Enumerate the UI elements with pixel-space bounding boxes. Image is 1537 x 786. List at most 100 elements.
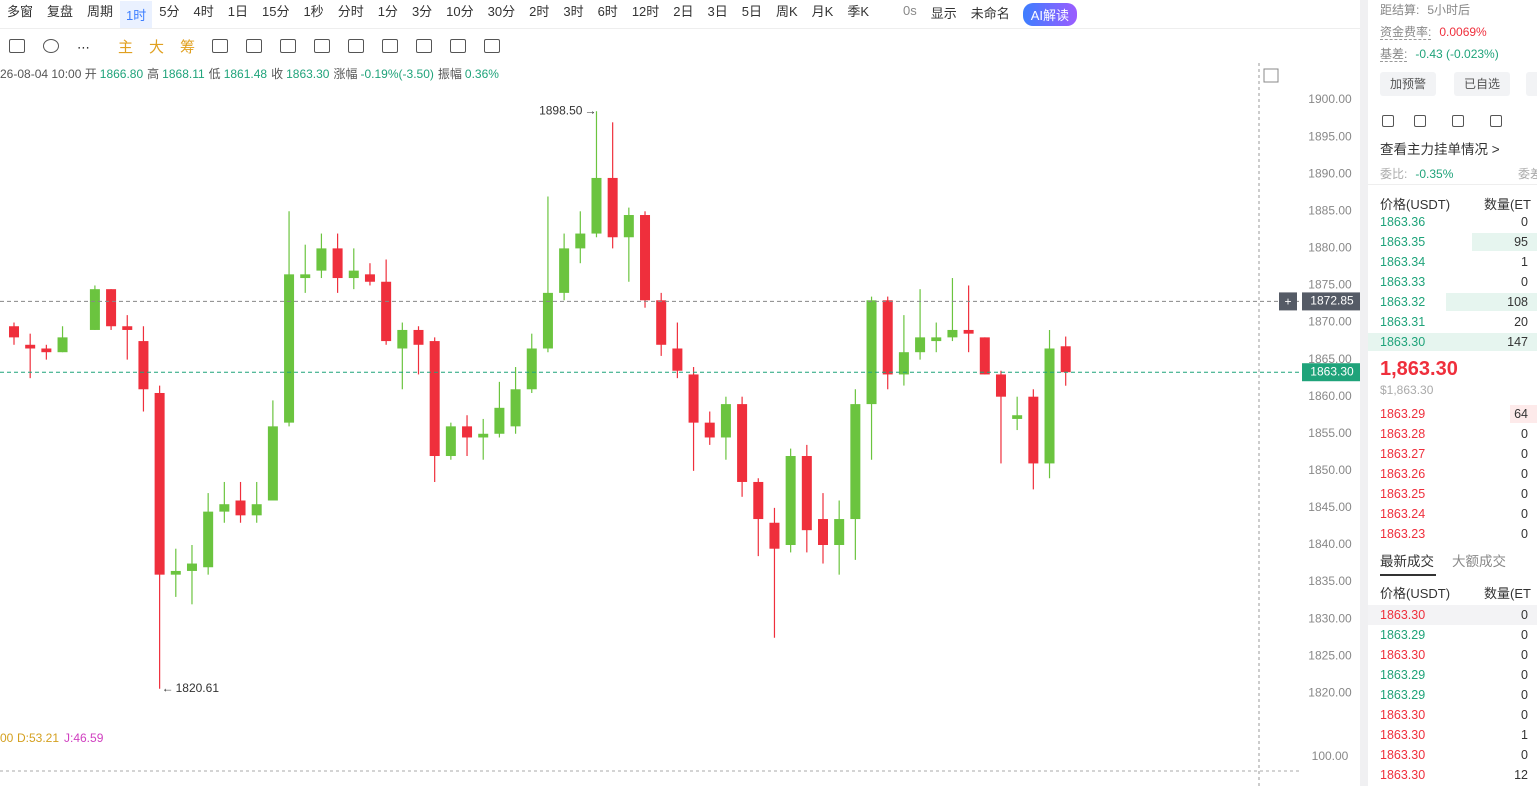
tab-underline	[1380, 574, 1436, 576]
ohlc-info: 26-08-04 10:00 开 1866.80 高 1868.11 低 1861.48 收…	[0, 65, 503, 82]
qty-cell: 0	[1521, 487, 1528, 501]
indicator-button[interactable]: 主	[118, 38, 134, 56]
period-button[interactable]: 5分	[159, 3, 180, 19]
candle-body	[316, 248, 327, 271]
tool-button[interactable]: 0s	[903, 2, 917, 18]
panel-button[interactable]: 已自选	[1454, 72, 1510, 96]
y-tick-label: 1900.00	[1308, 92, 1352, 106]
qty-cell: 0	[1521, 447, 1528, 461]
candle-body	[203, 511, 214, 568]
tool-button[interactable]: 未命名	[970, 5, 1010, 21]
period-button[interactable]: 月K	[811, 3, 834, 19]
splitter[interactable]	[1360, 0, 1368, 786]
kdj-label: J:46.59	[64, 731, 104, 745]
candle-body	[575, 233, 586, 249]
panel-button[interactable]: 加预警	[1380, 72, 1436, 96]
trade-price: 1863.30	[1380, 648, 1426, 662]
info-label: 振幅	[437, 67, 462, 81]
trade-qty: 0	[1521, 748, 1528, 762]
price-cell: 1863.32	[1380, 295, 1426, 309]
candle-body	[688, 374, 699, 423]
price-cell: 1863.23	[1380, 527, 1426, 541]
ratio-other: 委差	[1518, 167, 1537, 181]
y-tick-label: 1890.00	[1308, 166, 1352, 180]
period-button[interactable]: 2时	[529, 3, 550, 19]
panel-row: 基差: -0.43 (-0.023%)	[1380, 45, 1499, 62]
view-icon[interactable]	[1382, 115, 1394, 127]
period-button[interactable]: 1时	[120, 0, 153, 28]
candle-body	[1060, 346, 1071, 373]
price-cell: 1863.36	[1380, 215, 1426, 229]
add-button[interactable]	[1279, 292, 1297, 311]
field-value: 5小时后	[1427, 3, 1471, 17]
period-button[interactable]: 周期	[87, 3, 114, 19]
tool-button[interactable]: 显示	[930, 5, 957, 21]
tool-button[interactable]: AI解读	[1022, 2, 1078, 26]
period-button[interactable]: 周K	[775, 3, 798, 19]
price-cell: 1863.29	[1380, 407, 1426, 421]
period-button[interactable]: 2日	[673, 3, 694, 19]
depth-link[interactable]: 查看主力挂单情况 >	[1380, 142, 1500, 157]
candle-body	[591, 177, 602, 234]
candle-body	[300, 274, 311, 279]
period-button[interactable]: 15分	[261, 3, 290, 19]
candle-body	[413, 329, 424, 345]
depth-bar	[1446, 293, 1537, 311]
period-button[interactable]: 1秒	[303, 3, 324, 19]
depth-bar	[1510, 405, 1537, 423]
period-button[interactable]: 分时	[337, 3, 364, 19]
period-button[interactable]: 1分	[377, 3, 398, 19]
candle-body	[478, 433, 489, 438]
candle-body	[429, 341, 440, 457]
y-tick-label: 1885.00	[1308, 203, 1352, 217]
period-button[interactable]: 10分	[446, 3, 474, 19]
period-button[interactable]: 3分	[411, 3, 433, 19]
period-button[interactable]: 季K	[847, 3, 869, 19]
trade-qty: 1	[1521, 728, 1528, 742]
trade-price: 1863.29	[1380, 668, 1426, 682]
panel-button[interactable]	[1526, 72, 1537, 96]
candle-body	[801, 456, 812, 531]
high-arrow: →	[584, 103, 596, 117]
candle-body	[834, 519, 845, 545]
price-cell: 1863.33	[1380, 275, 1426, 289]
candle-body	[1012, 415, 1023, 419]
y-tick-label: 1835.00	[1308, 574, 1352, 588]
y-tick-label: 1850.00	[1308, 463, 1352, 477]
period-button[interactable]: 6时	[597, 3, 618, 19]
view-icon[interactable]	[1490, 115, 1502, 127]
candle-body	[785, 456, 796, 545]
period-button[interactable]: 复盘	[47, 3, 74, 19]
kdj-label: 00	[0, 731, 14, 745]
tab[interactable]: 大额成交	[1452, 554, 1506, 569]
candle-body	[170, 570, 181, 575]
view-icon[interactable]	[1452, 115, 1464, 127]
y-tick-label: 1870.00	[1308, 315, 1352, 329]
price-cell: 1863.30	[1380, 335, 1426, 349]
period-button[interactable]: 12时	[631, 3, 660, 19]
view-icon[interactable]	[1414, 115, 1426, 127]
period-button[interactable]: 多窗	[7, 3, 34, 19]
qty-cell: 147	[1507, 335, 1528, 349]
candle-body	[494, 407, 505, 434]
time: 26-08-04 10:00	[0, 67, 82, 81]
period-button[interactable]: 4时	[193, 3, 214, 19]
indicator-button[interactable]: 大	[149, 38, 165, 56]
candle-body	[348, 270, 359, 279]
info-value: 1868.11	[162, 67, 205, 81]
candle-body	[931, 337, 942, 342]
tab[interactable]: 最新成交	[1380, 554, 1434, 569]
period-button[interactable]: 30分	[487, 3, 516, 19]
top-toolbar: 多窗 复盘 周期 1时 5分 4时 1日 15分 1秒 分时 1分 3分 10分 30分 2时 3时 6时 12时…	[0, 0, 1365, 29]
candle-body	[138, 341, 149, 390]
period-button[interactable]: 3日	[707, 3, 728, 19]
period-button[interactable]: 5日	[741, 3, 762, 19]
period-button[interactable]: 3时	[563, 3, 584, 19]
candle-body	[510, 389, 521, 427]
candle-body	[753, 481, 764, 520]
field-label: 资金费率:	[1380, 25, 1432, 40]
candle-body	[526, 348, 537, 390]
candle-body	[1044, 348, 1055, 464]
period-button[interactable]: 1日	[227, 3, 248, 19]
indicator-button[interactable]: 筹	[180, 38, 196, 56]
